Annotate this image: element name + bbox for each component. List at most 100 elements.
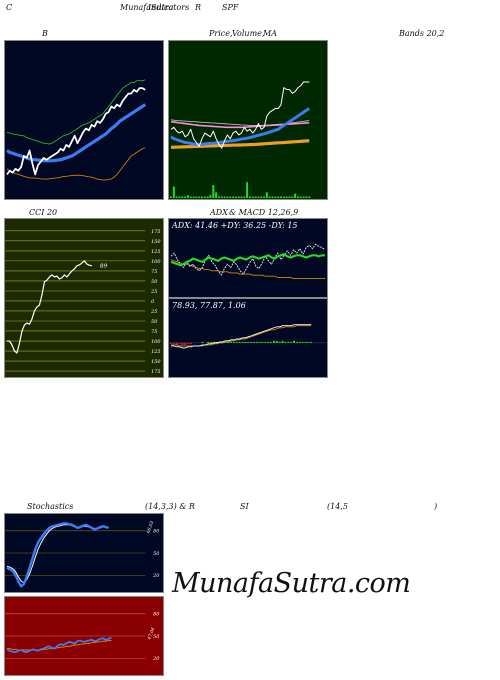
volume-bar bbox=[271, 196, 274, 199]
volume-bar bbox=[181, 196, 184, 199]
volume-bar bbox=[248, 196, 251, 199]
rsi-tick-label: 80 bbox=[153, 612, 159, 618]
volume-bar bbox=[200, 196, 203, 199]
cci-tick-label: 125 bbox=[151, 249, 160, 255]
adx-readout: ADX: 41.46 +DY: 36.25 -DY: 15 bbox=[172, 221, 298, 230]
rsi-panel: 80 50 20 47.04 bbox=[4, 596, 164, 676]
header-left: C bbox=[6, 3, 13, 12]
cci-tick-label: 50 bbox=[151, 319, 157, 325]
price-price-line bbox=[170, 81, 310, 149]
stoch-tick-label: 80 bbox=[153, 529, 159, 535]
volume-bar bbox=[223, 196, 226, 199]
volume-bar bbox=[220, 196, 223, 199]
price-ma-blue-line bbox=[170, 107, 311, 146]
cci-tick-label: 75 bbox=[151, 329, 157, 335]
volume-bar bbox=[257, 196, 260, 199]
volume-bar bbox=[277, 196, 280, 199]
volume-bar bbox=[178, 196, 181, 199]
volume-bar bbox=[203, 196, 206, 199]
volume-bar bbox=[243, 196, 246, 199]
cci-tick-label: 50 bbox=[151, 279, 157, 285]
stochastics-panel: 80 50 20 66.03 bbox=[4, 513, 164, 593]
volume-bar bbox=[229, 196, 232, 199]
volume-bar bbox=[192, 196, 195, 199]
cci-chart: 175 150 125 100 75 50 25 0 25 50 75 100 125 150 175 89 bbox=[5, 229, 161, 375]
header-right: SPF bbox=[222, 3, 239, 12]
price-title-b: Volume, bbox=[232, 29, 265, 38]
bollinger-chart bbox=[6, 79, 147, 181]
volume-bar bbox=[198, 196, 201, 199]
stoch-title-b: (14,3,3) & R bbox=[145, 502, 195, 511]
volume-bar bbox=[189, 196, 192, 199]
adx-chart bbox=[170, 243, 326, 279]
cci-tick-label: 25 bbox=[150, 309, 157, 315]
price-title-c: MA bbox=[263, 29, 277, 38]
volume-bar bbox=[308, 196, 311, 199]
volume-bar bbox=[237, 196, 240, 199]
cci-tick-label: 75 bbox=[151, 269, 157, 275]
cci-tick-label: 175 bbox=[151, 229, 160, 235]
volume-bar bbox=[288, 196, 291, 199]
volume-bar bbox=[265, 192, 268, 199]
adx-adx-line bbox=[170, 243, 326, 276]
macd-line bbox=[170, 324, 312, 349]
volume-bar bbox=[294, 193, 297, 199]
cci-panel: 175 150 125 100 75 50 25 0 25 50 75 100 125 150 175 89 bbox=[4, 218, 164, 378]
volume-bar bbox=[305, 196, 308, 199]
cci-tick-label: 150 bbox=[151, 359, 160, 365]
stoch-title-e: ) bbox=[434, 502, 438, 511]
stoch-title-d: (14,5 bbox=[327, 502, 348, 511]
cci-tick-label: 0 bbox=[151, 299, 154, 305]
volume-bar bbox=[195, 196, 198, 199]
price-ma-orange-line bbox=[170, 139, 310, 149]
volume-bar bbox=[296, 196, 299, 199]
stoch-title-a: Stochastics bbox=[27, 502, 74, 511]
volume-bar bbox=[175, 196, 178, 199]
volume-bar bbox=[240, 196, 243, 199]
bollinger-price-line bbox=[6, 87, 146, 176]
volume-bar bbox=[234, 196, 237, 199]
cci-tick-label: 100 bbox=[151, 259, 160, 265]
stoch-tick-label: 50 bbox=[153, 551, 159, 557]
volume-bar bbox=[215, 192, 218, 199]
volume-bar bbox=[285, 196, 288, 199]
price-title-a: Price, bbox=[209, 29, 233, 38]
volume-bar bbox=[291, 196, 294, 199]
price-ma-chart bbox=[169, 81, 311, 199]
cci-tick-label: 175 bbox=[151, 369, 160, 375]
volume-bar bbox=[169, 196, 172, 199]
volume-bar bbox=[260, 196, 263, 199]
volume-bar bbox=[226, 196, 229, 199]
cci-tick-label: 25 bbox=[150, 289, 157, 295]
macd-readout: 78.93, 77.87, 1.06 bbox=[172, 301, 246, 310]
adx-panel: ADX: 41.46 +DY: 36.25 -DY: 15 bbox=[168, 218, 328, 298]
bollinger-title: B bbox=[42, 29, 48, 38]
macd-chart bbox=[169, 324, 327, 349]
cci-tick-label: 100 bbox=[151, 339, 160, 345]
adx-minus-di-line bbox=[170, 259, 326, 279]
stoch-value-label: 66.03 bbox=[146, 521, 155, 535]
volume-bar bbox=[206, 196, 209, 199]
rsi-chart: 80 50 20 47.04 bbox=[5, 612, 159, 662]
volume-bar bbox=[217, 196, 220, 199]
rsi-tick-label: 50 bbox=[153, 634, 159, 640]
rsi-ma-line bbox=[6, 639, 112, 651]
volume-bar bbox=[232, 196, 235, 199]
stoch-tick-label: 20 bbox=[152, 573, 159, 579]
volume-bar bbox=[186, 195, 189, 199]
cci-title: CCI 20 bbox=[29, 208, 58, 217]
volume-bar bbox=[302, 196, 305, 199]
bands-label: Bands 20,2 bbox=[399, 29, 445, 38]
volume-bar bbox=[246, 182, 249, 199]
cci-tick-label: 125 bbox=[151, 349, 160, 355]
rsi-value-label: 47.04 bbox=[147, 627, 156, 642]
adx-title-b: & MACD 12,26,9 bbox=[229, 208, 299, 217]
header-overlap-a: MunafaSutra bbox=[120, 3, 174, 12]
stochastics-chart: 80 50 20 66.03 bbox=[5, 521, 159, 588]
volume-bar bbox=[209, 195, 212, 199]
watermark: MunafaSutra.com bbox=[172, 568, 411, 599]
volume-bar bbox=[251, 196, 254, 199]
stoch-d-line bbox=[6, 524, 109, 584]
macd-panel: 78.93, 77.87, 1.06 bbox=[168, 298, 328, 378]
volume-bar bbox=[299, 196, 302, 199]
